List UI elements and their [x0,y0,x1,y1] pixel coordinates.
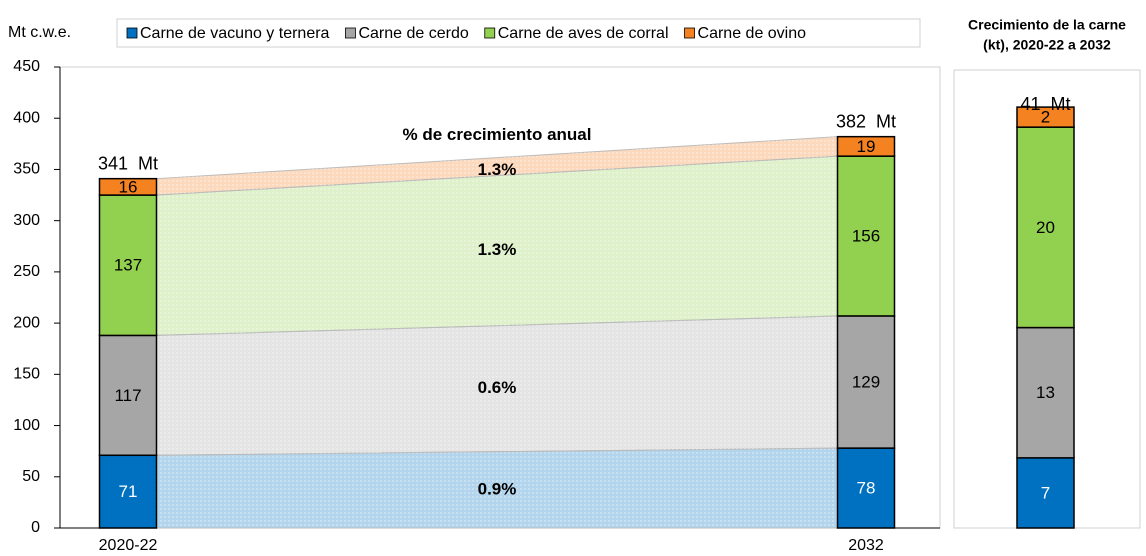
bar-segment [1016,106,1075,128]
bar-segment [836,315,896,449]
bar-segment [1016,126,1075,329]
legend-swatch [684,27,695,39]
value-label: 13 [1036,383,1055,402]
bar-segment [98,194,158,337]
bar-segment [1016,457,1075,529]
growth-label: 0.9% [478,479,517,498]
total-label: 341 Mt [98,153,158,173]
growth-band-texture [156,136,838,196]
x-tick-label: 2020-22 [99,537,158,554]
bar-segment [98,454,158,529]
value-label: 19 [857,137,876,156]
total-label: 41 Mt [1020,94,1070,114]
legend-swatch [484,27,496,39]
growth-label: 1.3% [478,160,517,179]
value-label: 20 [1036,218,1055,237]
legend-label: Carne de vacuno y ternera [140,25,330,42]
bar-segment [98,177,158,196]
value-label: 117 [114,386,141,405]
legend-frame [116,18,921,48]
side-title: Crecimiento de la carne [968,17,1126,33]
legend-swatch [345,27,356,39]
legend-label: Carne de cerdo [358,25,468,42]
bar-segment [836,447,896,529]
growth-label: 0.6% [478,378,517,397]
y-tick-label: 250 [13,263,40,280]
y-tick-label: 200 [13,314,40,331]
value-label: 156 [852,227,880,246]
bar-segment [836,135,896,157]
legend-label: Carne de aves de corral [498,25,669,42]
growth-band-texture [156,156,838,336]
growth-title: % de crecimiento anual [403,125,592,144]
growth-band-texture [156,315,838,456]
y-tick-label: 100 [13,417,40,434]
value-label: 2 [1041,108,1050,127]
growth-band-texture [156,448,838,528]
y-tick-label: 150 [13,366,40,383]
value-label: 129 [852,373,880,392]
bar-segment [98,334,158,457]
value-label: 78 [857,479,876,498]
bar-segment [1016,326,1075,459]
value-label: 16 [119,177,138,196]
y-tick-label: 50 [22,468,40,485]
legend-swatch [126,27,138,39]
value-label: 137 [114,256,142,275]
y-tick-label: 300 [13,212,40,229]
x-tick-label: 2032 [848,537,884,554]
value-label: 7 [1041,483,1050,502]
legend-label: Carne de ovino [698,25,807,42]
growth-label: 1.3% [478,240,517,259]
y-tick-label: 350 [13,161,40,178]
value-label: 71 [119,482,138,501]
y-tick-label: 450 [13,58,40,75]
y-tick-label: 400 [13,109,40,126]
y-axis-label: Mt c.w.e. [8,24,71,41]
side-title: (kt), 2020-22 a 2032 [983,37,1111,53]
y-tick-label: 0 [31,519,40,536]
total-label: 382 Mt [836,111,896,131]
